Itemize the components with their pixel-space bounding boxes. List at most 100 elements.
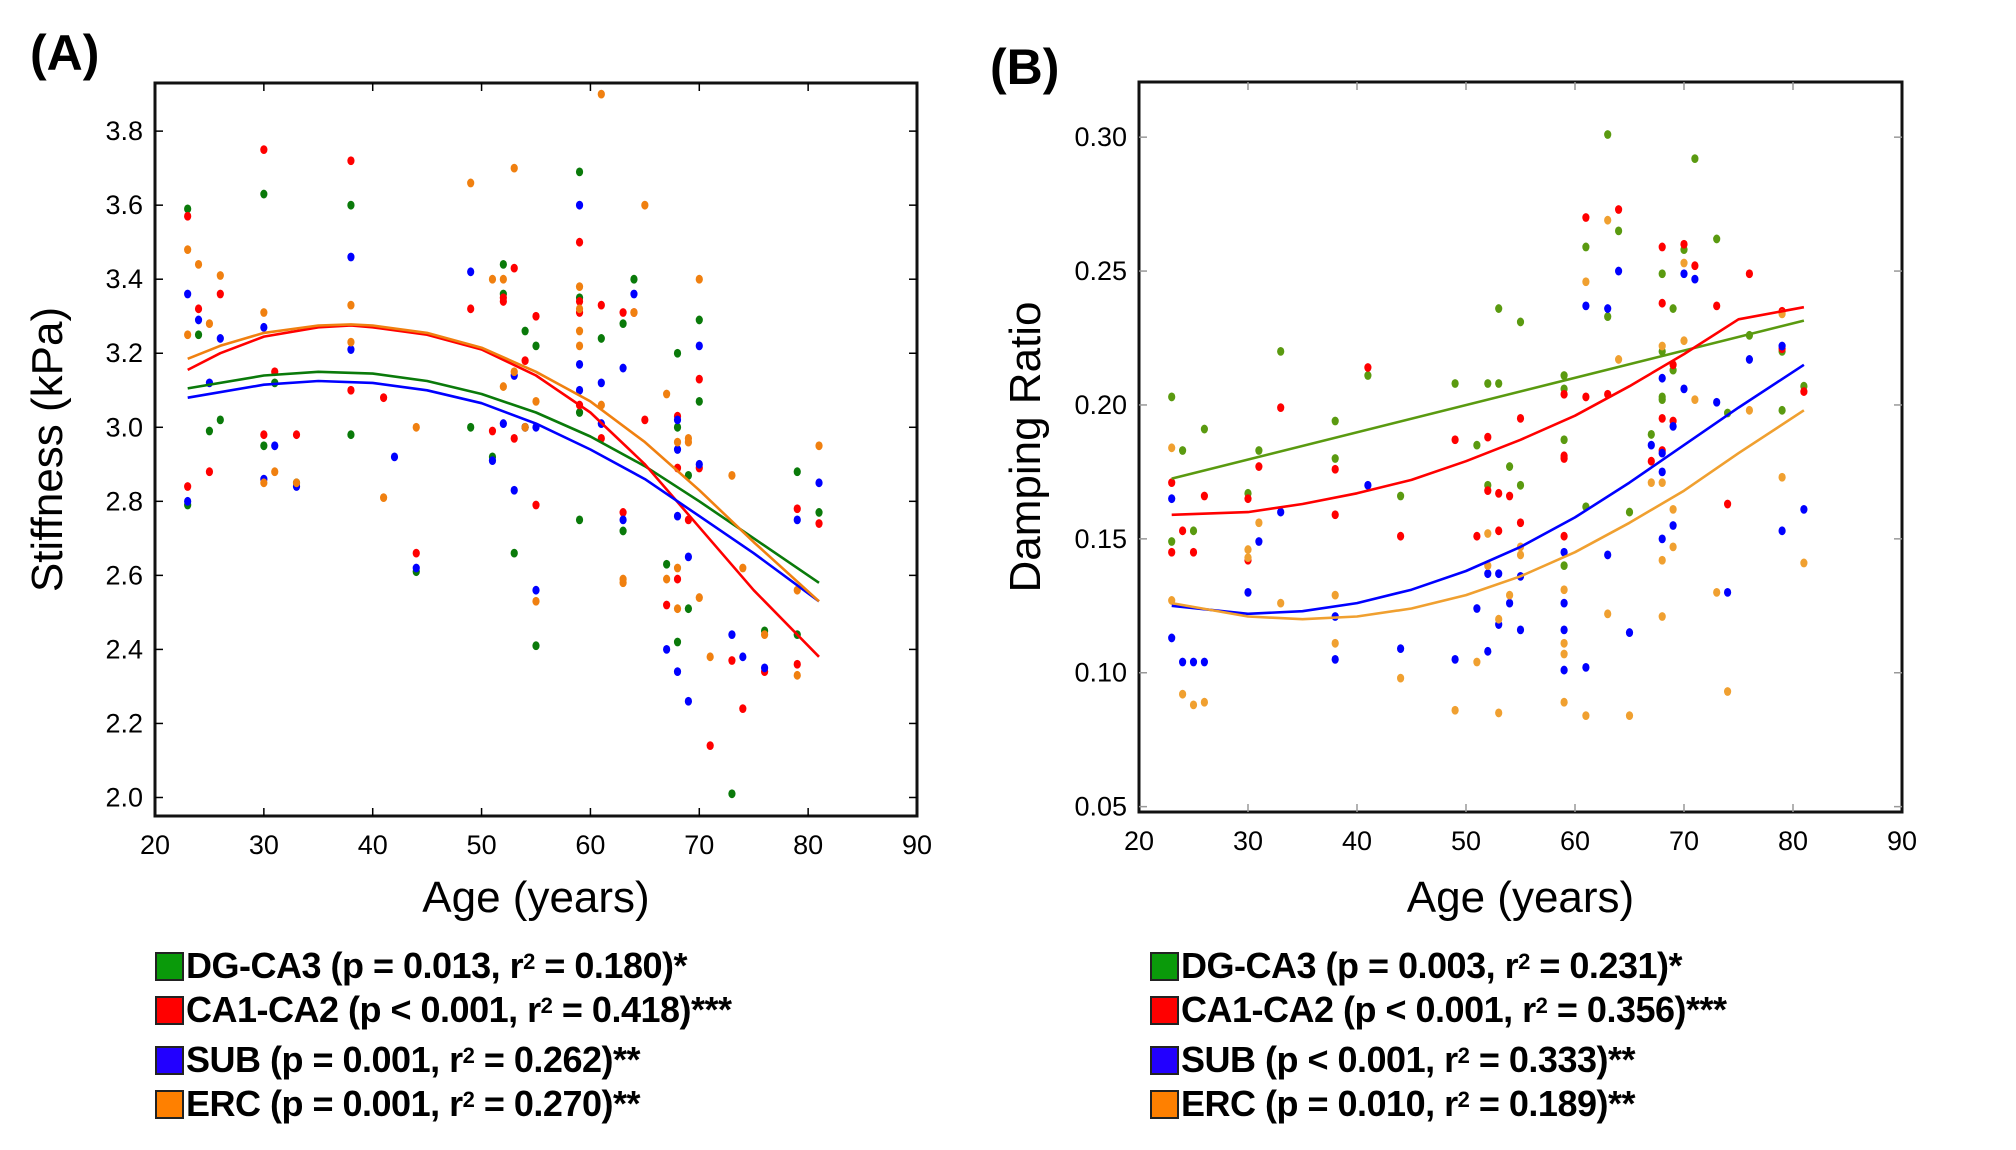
data-point (1560, 665, 1568, 675)
data-point (1691, 274, 1699, 284)
data-point (1745, 269, 1753, 279)
data-point (1189, 547, 1198, 557)
data-point (1168, 633, 1176, 643)
data-point (684, 604, 693, 614)
data-point (184, 289, 192, 299)
data-point (1506, 462, 1514, 471)
data-point (1713, 397, 1721, 407)
data-point (184, 496, 192, 506)
data-point (1331, 590, 1339, 600)
x-tick-label: 90 (1887, 826, 1917, 856)
data-point (380, 493, 388, 503)
data-point (728, 630, 736, 640)
data-point (1397, 531, 1405, 541)
data-point (597, 300, 605, 310)
data-point (1244, 553, 1252, 562)
data-point (1724, 588, 1732, 597)
data-point (1473, 604, 1481, 613)
x-tick-label: 60 (575, 830, 605, 860)
data-point (1647, 456, 1655, 466)
data-point (1658, 555, 1666, 565)
data-point (1582, 711, 1590, 720)
data-point (1364, 480, 1372, 490)
data-point (793, 515, 801, 525)
data-point (793, 467, 801, 477)
chart-panel-b: 20 30 40 50 60 70 80 90 0.05 0.10 0.15 0.20 0.25 0.30… (1001, 80, 1917, 922)
data-point (1745, 405, 1753, 415)
data-point (1560, 435, 1568, 445)
y-tick-label: 2.8 (105, 486, 143, 516)
data-point (1691, 395, 1699, 405)
data-point (673, 604, 682, 614)
x-tick-label: 40 (1342, 826, 1372, 856)
data-point (1331, 416, 1339, 426)
data-point (1669, 504, 1677, 514)
data-point (1560, 371, 1568, 380)
fit-line-dg-ca3 (187, 370, 820, 584)
data-point (499, 293, 507, 303)
y-tick-label: 3.8 (105, 116, 143, 146)
data-point (260, 441, 268, 451)
data-point (630, 308, 638, 317)
data-point (1560, 649, 1568, 659)
fit-line-dg-ca3 (1171, 319, 1805, 480)
data-point (1625, 628, 1634, 637)
data-point (1582, 213, 1590, 222)
data-point (510, 433, 518, 443)
data-point (271, 441, 279, 451)
y-axis-title: Damping Ratio (1001, 301, 1050, 592)
data-point (1397, 491, 1405, 501)
legend-label: CA1-CA2 (p < 0.001, r2 = 0.356)*** (1181, 989, 1727, 1030)
data-point (1495, 708, 1503, 718)
legend-swatch (155, 995, 184, 1025)
x-tick-label: 30 (1233, 826, 1263, 856)
data-point (467, 267, 475, 277)
data-point (1658, 395, 1666, 405)
data-point (1658, 478, 1666, 488)
data-point (488, 274, 497, 284)
data-point (184, 211, 192, 221)
data-point (706, 652, 714, 662)
x-tick-label: 80 (793, 830, 823, 860)
data-point (575, 341, 584, 351)
data-point (1516, 413, 1525, 423)
legend-item-dg-ca3: DG-CA3 (p = 0.013, r2 = 0.180)* (155, 944, 732, 988)
data-point (575, 297, 584, 306)
y-tick-label: 0.25 (1074, 256, 1127, 286)
data-point (532, 500, 540, 510)
legend-item-erc: ERC (p = 0.010, r2 = 0.189)** (1150, 1082, 1727, 1126)
data-point (1451, 654, 1459, 664)
series-erc (1168, 215, 1808, 720)
data-point (684, 437, 693, 447)
legend-label: SUB (p = 0.001, r2 = 0.262)** (186, 1039, 640, 1080)
data-point (695, 374, 703, 384)
x-tick-label: 70 (1669, 826, 1699, 856)
data-point (619, 574, 627, 584)
data-point (532, 396, 540, 406)
data-point (739, 563, 747, 573)
data-point (1473, 531, 1481, 541)
series-ca1-ca2 (1168, 205, 1808, 565)
legend-swatch (1150, 1089, 1179, 1119)
data-point (663, 389, 671, 399)
data-point (706, 741, 714, 751)
data-point (815, 478, 823, 488)
data-point (521, 422, 529, 432)
data-point (1669, 421, 1677, 431)
y-tick-label: 2.0 (105, 782, 143, 812)
data-point (630, 289, 638, 299)
y-tick-label: 3.0 (105, 412, 143, 442)
data-point (1560, 561, 1568, 571)
data-point (575, 515, 584, 525)
data-point (1255, 537, 1263, 546)
data-point (347, 300, 355, 310)
data-point (673, 415, 682, 425)
data-point (510, 163, 518, 173)
data-point (1658, 242, 1666, 252)
data-point (575, 200, 584, 210)
data-point (1560, 697, 1568, 707)
data-point (1364, 363, 1372, 372)
data-point (1625, 507, 1634, 517)
data-point (1516, 625, 1525, 635)
data-point (1495, 614, 1503, 624)
